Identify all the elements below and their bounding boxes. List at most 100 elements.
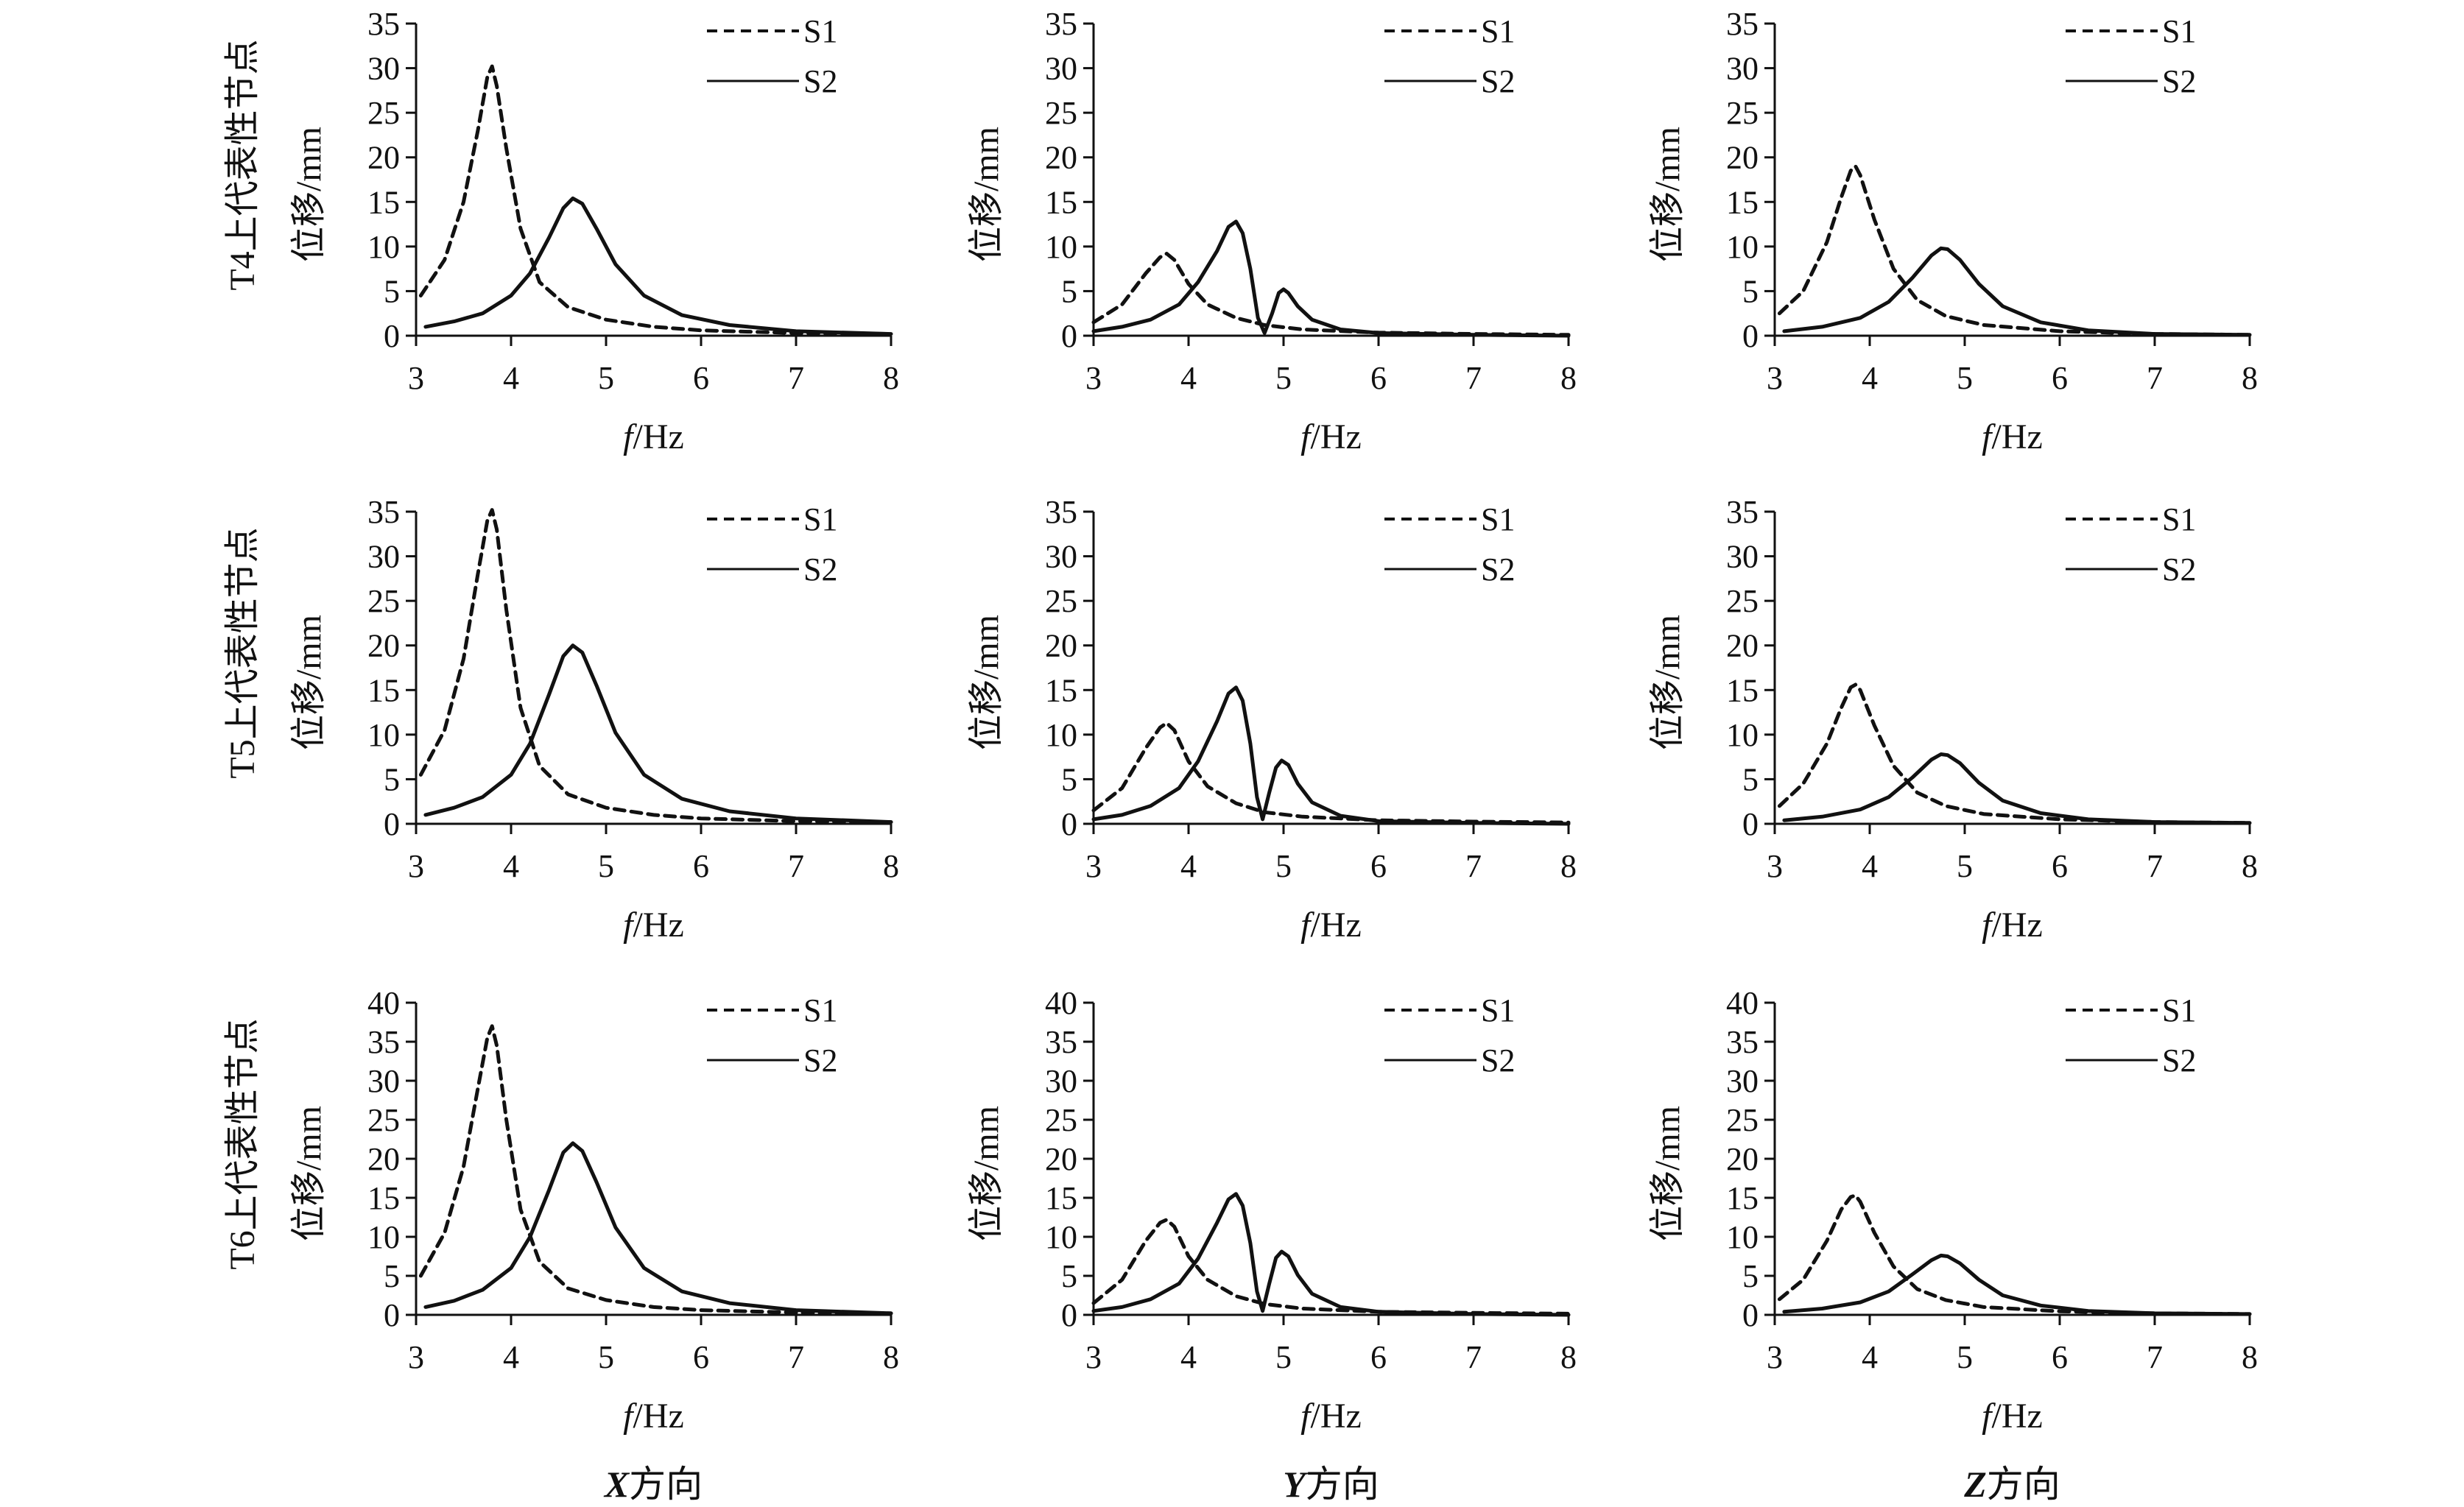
x-tick-label: 3 [1085, 848, 1102, 884]
x-tick-label: 3 [1085, 360, 1102, 396]
y-tick-label: 0 [1061, 806, 1077, 842]
y-tick-label: 15 [1045, 184, 1077, 220]
y-tick-label: 20 [367, 628, 400, 664]
y-axis-label: 位移/mm [289, 127, 328, 262]
y-axis-label: 位移/mm [289, 1106, 328, 1241]
y-tick-label: 5 [1061, 1258, 1077, 1294]
legend-label-s1: S1 [1481, 501, 1515, 537]
x-tick-label: 3 [1767, 848, 1783, 884]
x-axis-label-unit: /Hz [1311, 1397, 1362, 1436]
y-tick-label: 15 [1045, 672, 1077, 708]
y-tick-label: 30 [1726, 539, 1759, 575]
y-tick-label: 20 [367, 140, 400, 176]
row-label-2: T5上代表性节点 [223, 527, 262, 778]
y-tick-label: 30 [1045, 539, 1077, 575]
y-tick-label: 5 [384, 761, 400, 797]
x-tick-label: 3 [1767, 360, 1783, 396]
row-label-3: T6上代表性节点 [223, 1018, 262, 1269]
y-tick-label: 0 [1742, 806, 1759, 842]
y-tick-label: 30 [367, 1063, 400, 1099]
column-label-y: Y方向 [1283, 1464, 1379, 1505]
x-tick-label: 6 [2052, 1339, 2068, 1375]
x-axis-label-unit: /Hz [1311, 906, 1362, 945]
x-tick-label: 5 [1957, 1339, 1973, 1375]
y-tick-label: 30 [367, 51, 400, 87]
x-tick-label: 5 [598, 848, 614, 884]
y-tick-label: 30 [1726, 51, 1759, 87]
y-tick-label: 35 [1045, 1024, 1077, 1060]
x-axis-label-unit: /Hz [1992, 906, 2043, 945]
y-tick-label: 25 [367, 1102, 400, 1138]
x-tick-label: 8 [883, 1339, 899, 1375]
x-tick-label: 5 [598, 360, 614, 396]
x-tick-label: 3 [408, 360, 424, 396]
y-tick-label: 40 [1726, 985, 1759, 1021]
y-tick-label: 35 [1726, 6, 1759, 42]
x-axis-label: f/Hz [1982, 1397, 2043, 1436]
x-tick-label: 3 [1085, 1339, 1102, 1375]
y-tick-label: 25 [1726, 95, 1759, 131]
y-tick-label: 10 [1045, 1219, 1077, 1255]
y-tick-label: 30 [1726, 1063, 1759, 1099]
legend-label-s1: S1 [2162, 13, 2196, 49]
y-tick-label: 25 [1726, 1102, 1759, 1138]
y-tick-label: 0 [384, 1297, 400, 1333]
x-tick-label: 7 [2147, 1339, 2163, 1375]
legend-label-s2: S2 [803, 1042, 837, 1079]
y-tick-label: 5 [1061, 273, 1077, 309]
x-tick-label: 6 [2052, 848, 2068, 884]
x-tick-label: 7 [788, 848, 804, 884]
x-axis-label: f/Hz [1300, 906, 1362, 945]
x-axis-label: f/Hz [1300, 1397, 1362, 1436]
x-tick-label: 4 [1862, 360, 1878, 396]
y-tick-label: 10 [367, 229, 400, 265]
y-tick-label: 5 [384, 273, 400, 309]
x-axis-label: f/Hz [1982, 906, 2043, 945]
x-axis-label: f/Hz [1300, 417, 1362, 456]
y-axis-label: 位移/mm [1648, 1106, 1687, 1241]
x-tick-label: 7 [788, 360, 804, 396]
legend-label-s2: S2 [1481, 551, 1515, 587]
y-tick-label: 20 [1045, 628, 1077, 664]
legend-label-s2: S2 [2162, 1042, 2196, 1079]
x-axis-label-unit: /Hz [633, 417, 684, 456]
x-tick-label: 3 [408, 1339, 424, 1375]
series-line-s2 [1091, 1192, 1571, 1317]
y-tick-label: 35 [367, 6, 400, 42]
x-tick-label: 7 [788, 1339, 804, 1375]
x-tick-label: 8 [1560, 848, 1577, 884]
y-tick-label: 35 [1726, 1024, 1759, 1060]
y-tick-label: 20 [367, 1141, 400, 1177]
series-line-s2 [1091, 685, 1571, 826]
y-tick-label: 10 [1726, 229, 1759, 265]
series-line-s1 [418, 1024, 893, 1316]
column-label-axis: Z [1963, 1464, 1987, 1505]
y-tick-label: 25 [1726, 583, 1759, 619]
x-tick-label: 6 [693, 848, 709, 884]
y-tick-label: 20 [1045, 1141, 1077, 1177]
series-line-s1 [1777, 164, 2252, 337]
y-tick-label: 10 [1045, 717, 1077, 753]
y-tick-label: 5 [1742, 1258, 1759, 1294]
y-tick-label: 10 [367, 1219, 400, 1255]
x-tick-label: 7 [1465, 1339, 1482, 1375]
y-axis-label: 位移/mm [967, 127, 1006, 262]
series-line-s2 [423, 643, 893, 825]
x-tick-label: 6 [1370, 848, 1387, 884]
y-tick-label: 20 [1045, 140, 1077, 176]
x-axis-label-unit: /Hz [1992, 417, 2043, 456]
y-tick-label: 40 [367, 985, 400, 1021]
chart-panel-2-3: 0 5 10 15 20 25 30 35 3 4 5 6 7 8 f/Hz 位移/mm S1 S2 [1648, 494, 2258, 945]
y-tick-label: 40 [1045, 985, 1077, 1021]
x-axis-label-unit: /Hz [633, 1397, 684, 1436]
y-tick-label: 30 [367, 539, 400, 575]
legend-label-s2: S2 [803, 551, 837, 587]
x-tick-label: 6 [693, 360, 709, 396]
y-tick-label: 10 [1045, 229, 1077, 265]
x-tick-label: 4 [1180, 1339, 1197, 1375]
x-tick-label: 6 [693, 1339, 709, 1375]
x-tick-label: 5 [1275, 360, 1292, 396]
chart-panel-1-1: 0 5 10 15 20 25 30 35 3 4 5 6 7 8 f/Hz 位移/mm S1 S2 [289, 6, 899, 456]
